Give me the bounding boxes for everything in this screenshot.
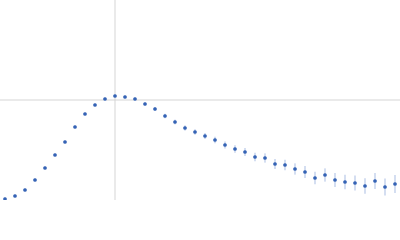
data-point xyxy=(203,134,207,138)
data-point xyxy=(133,97,137,101)
data-point xyxy=(293,167,297,171)
data-point xyxy=(13,194,17,198)
data-point xyxy=(383,185,387,189)
data-point xyxy=(393,182,397,186)
data-point xyxy=(333,178,337,182)
data-point xyxy=(273,162,277,166)
data-point xyxy=(373,179,377,183)
data-point xyxy=(193,130,197,134)
data-point xyxy=(93,103,97,107)
data-point xyxy=(123,95,127,99)
data-point xyxy=(33,178,37,182)
data-point xyxy=(283,163,287,167)
data-point xyxy=(303,170,307,174)
data-point xyxy=(83,112,87,116)
data-point xyxy=(173,120,177,124)
data-point xyxy=(73,125,77,129)
data-point xyxy=(143,102,147,106)
data-point xyxy=(183,126,187,130)
data-point xyxy=(213,138,217,142)
data-point xyxy=(363,184,367,188)
data-point xyxy=(23,188,27,192)
data-point xyxy=(353,181,357,185)
data-point xyxy=(343,180,347,184)
data-point xyxy=(163,114,167,118)
data-point xyxy=(253,155,257,159)
chart xyxy=(0,0,400,200)
data-point xyxy=(323,173,327,177)
data-point xyxy=(243,150,247,154)
data-point xyxy=(63,140,67,144)
data-point xyxy=(153,107,157,111)
data-point xyxy=(233,147,237,151)
data-point xyxy=(43,166,47,170)
data-point xyxy=(3,197,7,200)
data-point xyxy=(53,153,57,157)
data-point xyxy=(263,156,267,160)
data-point xyxy=(113,94,117,98)
data-point xyxy=(223,143,227,147)
data-point xyxy=(313,176,317,180)
data-point xyxy=(103,97,107,101)
